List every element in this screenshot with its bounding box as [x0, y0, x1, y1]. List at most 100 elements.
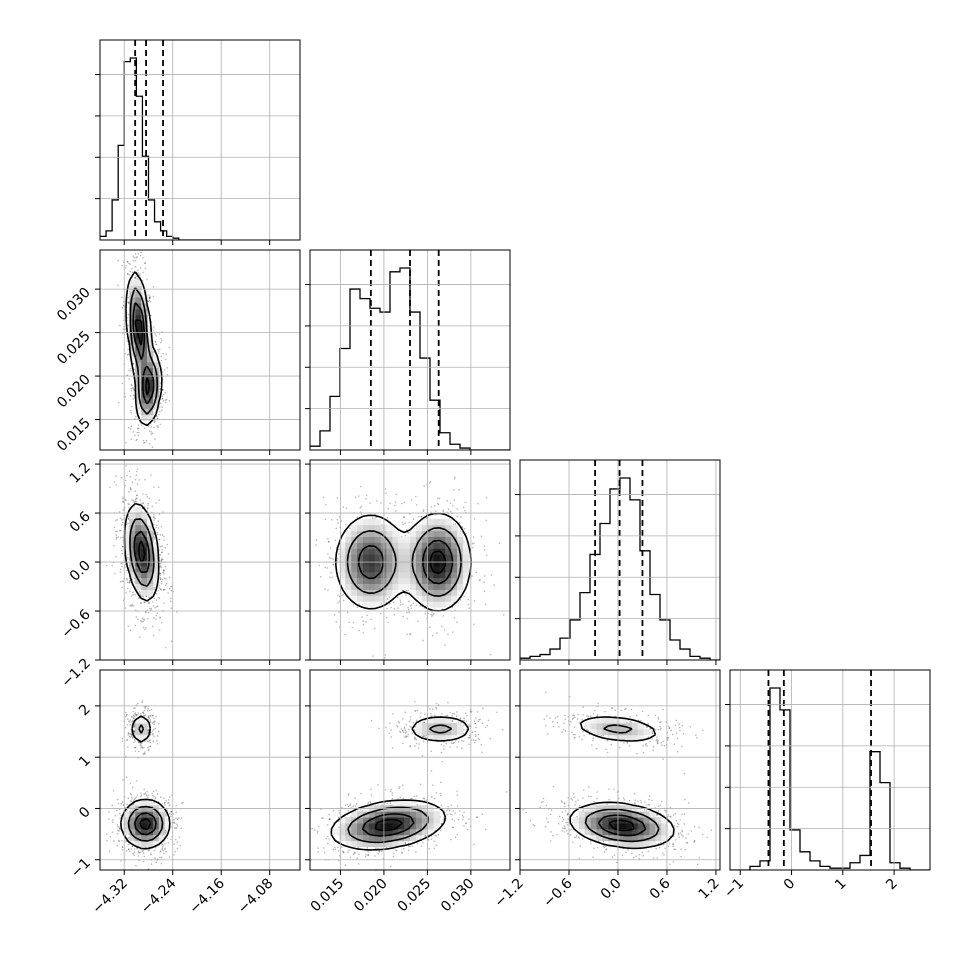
sample-point — [129, 488, 132, 490]
density-cell — [345, 560, 352, 567]
sample-point — [374, 517, 376, 519]
sample-point — [121, 846, 124, 848]
sample-point — [163, 843, 166, 845]
density-cell — [141, 524, 148, 532]
density-cell — [410, 536, 417, 543]
sample-point — [143, 752, 145, 755]
sample-point — [154, 796, 157, 799]
sample-point — [162, 400, 165, 402]
sample-point — [171, 640, 173, 643]
sample-point — [131, 786, 134, 789]
sample-point — [159, 388, 161, 391]
density-cell — [141, 560, 148, 567]
x-tick-label: 0 — [781, 876, 799, 894]
sample-point — [366, 614, 368, 617]
sample-point — [136, 494, 138, 496]
sample-point — [159, 545, 162, 548]
sample-point — [386, 616, 388, 619]
sample-point — [166, 367, 169, 369]
sample-point — [145, 493, 148, 496]
sample-point — [431, 611, 433, 613]
sample-point — [136, 278, 139, 280]
sample-point — [335, 620, 338, 623]
sample-point — [146, 278, 148, 281]
density-cell — [457, 583, 464, 590]
sample-point — [132, 362, 135, 365]
density-cell — [410, 530, 417, 537]
density-cell — [386, 536, 393, 543]
sample-point — [137, 855, 140, 857]
density-cell — [445, 530, 452, 537]
sample-point — [453, 499, 456, 502]
sample-point — [135, 714, 138, 716]
sample-point — [132, 717, 135, 719]
sample-point — [325, 503, 327, 506]
density-cell — [398, 577, 405, 585]
sample-point — [155, 715, 157, 718]
density-cell — [152, 577, 160, 585]
sample-point — [157, 352, 160, 354]
sample-point — [126, 724, 129, 726]
density-cell — [433, 518, 440, 526]
sample-point — [147, 504, 149, 507]
sample-point — [121, 586, 124, 588]
density-cell — [135, 291, 142, 298]
sample-point — [336, 497, 339, 499]
sample-point — [154, 797, 156, 800]
sample-point — [161, 545, 163, 547]
density-cell — [439, 571, 446, 579]
sample-point — [152, 714, 154, 717]
sample-point — [148, 430, 151, 433]
sample-point — [152, 740, 155, 742]
sample-point — [133, 256, 135, 259]
sample-point — [150, 863, 153, 865]
density-cell — [433, 554, 440, 561]
density-cell — [147, 379, 154, 386]
sample-point — [407, 532, 410, 535]
sample-point — [169, 813, 171, 815]
sample-point — [128, 582, 131, 584]
sample-point — [147, 729, 149, 732]
sample-point — [121, 839, 123, 842]
sample-point — [130, 735, 133, 737]
sample-point — [121, 524, 123, 526]
sample-point — [318, 564, 320, 567]
sample-point — [141, 700, 144, 702]
density-cell — [433, 601, 440, 608]
sample-point — [386, 607, 388, 610]
density-cell — [457, 536, 464, 543]
sample-point — [138, 851, 140, 854]
sample-point — [150, 731, 152, 733]
density-cell — [147, 344, 154, 351]
density-cell — [451, 565, 458, 573]
sample-point — [111, 831, 114, 833]
sample-point — [147, 507, 149, 509]
sample-point — [140, 502, 142, 504]
sample-point — [150, 853, 152, 856]
sample-point — [498, 542, 501, 545]
sample-point — [345, 523, 347, 526]
density-cell — [141, 565, 148, 573]
sample-point — [406, 617, 409, 620]
sample-point — [182, 801, 184, 804]
sample-point — [129, 736, 132, 738]
sample-point — [463, 527, 466, 530]
sample-point — [118, 840, 120, 843]
density-cell — [129, 350, 136, 357]
sample-point — [145, 595, 148, 598]
sample-point — [141, 617, 144, 619]
sample-point — [129, 409, 132, 412]
sample-point — [390, 606, 393, 609]
sample-point — [170, 815, 172, 818]
density-cell — [147, 414, 154, 422]
sample-point — [163, 589, 165, 591]
sample-point — [131, 384, 133, 387]
sample-point — [155, 343, 158, 346]
density-cell — [129, 332, 136, 339]
density-cell — [421, 554, 429, 561]
sample-point — [135, 796, 138, 799]
density-cell — [129, 279, 136, 286]
sample-point — [161, 848, 164, 851]
sample-point — [115, 536, 118, 539]
sample-point — [170, 607, 173, 609]
